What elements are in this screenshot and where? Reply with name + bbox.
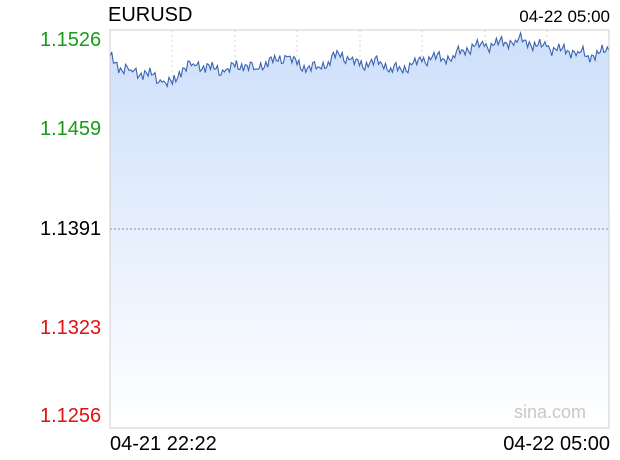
watermark: sina.com	[513, 402, 586, 422]
x-tick-label-start: 04-21 22:22	[110, 433, 217, 455]
plot-frame	[109, 29, 610, 429]
y-tick-label: 1.1391	[40, 218, 102, 240]
price-line	[109, 30, 610, 88]
last-update-timestamp: 04-22 05:00	[519, 7, 610, 26]
y-tick-label: 1.1256	[40, 405, 102, 427]
y-tick-label: 1.1526	[40, 29, 102, 51]
x-tick-label-end: 04-22 05:00	[503, 433, 610, 455]
price-area-fill	[110, 33, 609, 428]
chart-title: EURUSD	[108, 4, 193, 26]
y-tick-label: 1.1459	[40, 118, 102, 140]
y-tick-label: 1.1323	[40, 317, 102, 339]
